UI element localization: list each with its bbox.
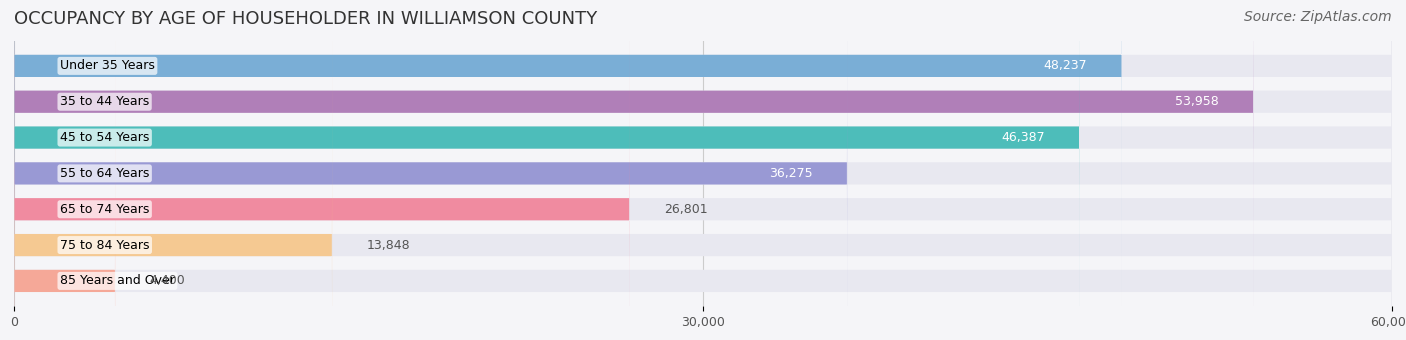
FancyBboxPatch shape — [14, 5, 115, 340]
Text: 65 to 74 Years: 65 to 74 Years — [60, 203, 149, 216]
Text: 55 to 64 Years: 55 to 64 Years — [60, 167, 149, 180]
Text: 53,958: 53,958 — [1175, 95, 1219, 108]
Text: 26,801: 26,801 — [664, 203, 707, 216]
FancyBboxPatch shape — [14, 0, 1392, 340]
Text: 45 to 54 Years: 45 to 54 Years — [60, 131, 149, 144]
FancyBboxPatch shape — [14, 0, 1392, 340]
FancyBboxPatch shape — [14, 0, 332, 340]
FancyBboxPatch shape — [14, 0, 1122, 340]
FancyBboxPatch shape — [14, 0, 1392, 340]
FancyBboxPatch shape — [14, 0, 630, 340]
FancyBboxPatch shape — [14, 0, 1080, 340]
FancyBboxPatch shape — [14, 0, 846, 340]
Text: Source: ZipAtlas.com: Source: ZipAtlas.com — [1244, 10, 1392, 24]
FancyBboxPatch shape — [14, 0, 1392, 340]
FancyBboxPatch shape — [14, 0, 1392, 340]
FancyBboxPatch shape — [14, 0, 1392, 340]
Text: 46,387: 46,387 — [1001, 131, 1045, 144]
Text: Under 35 Years: Under 35 Years — [60, 59, 155, 72]
Text: 36,275: 36,275 — [769, 167, 813, 180]
Text: 48,237: 48,237 — [1043, 59, 1087, 72]
FancyBboxPatch shape — [14, 5, 1392, 340]
Text: 4,400: 4,400 — [149, 274, 186, 287]
Text: 13,848: 13,848 — [367, 239, 411, 252]
Text: 35 to 44 Years: 35 to 44 Years — [60, 95, 149, 108]
Text: OCCUPANCY BY AGE OF HOUSEHOLDER IN WILLIAMSON COUNTY: OCCUPANCY BY AGE OF HOUSEHOLDER IN WILLI… — [14, 10, 598, 28]
Text: 85 Years and Over: 85 Years and Over — [60, 274, 174, 287]
Text: 75 to 84 Years: 75 to 84 Years — [60, 239, 149, 252]
FancyBboxPatch shape — [14, 0, 1253, 340]
